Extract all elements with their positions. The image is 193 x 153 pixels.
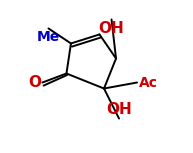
Text: Ac: Ac [139, 76, 157, 90]
Text: OH: OH [99, 21, 124, 36]
Text: O: O [28, 75, 41, 90]
Text: Me: Me [37, 30, 60, 44]
Text: OH: OH [106, 102, 132, 117]
